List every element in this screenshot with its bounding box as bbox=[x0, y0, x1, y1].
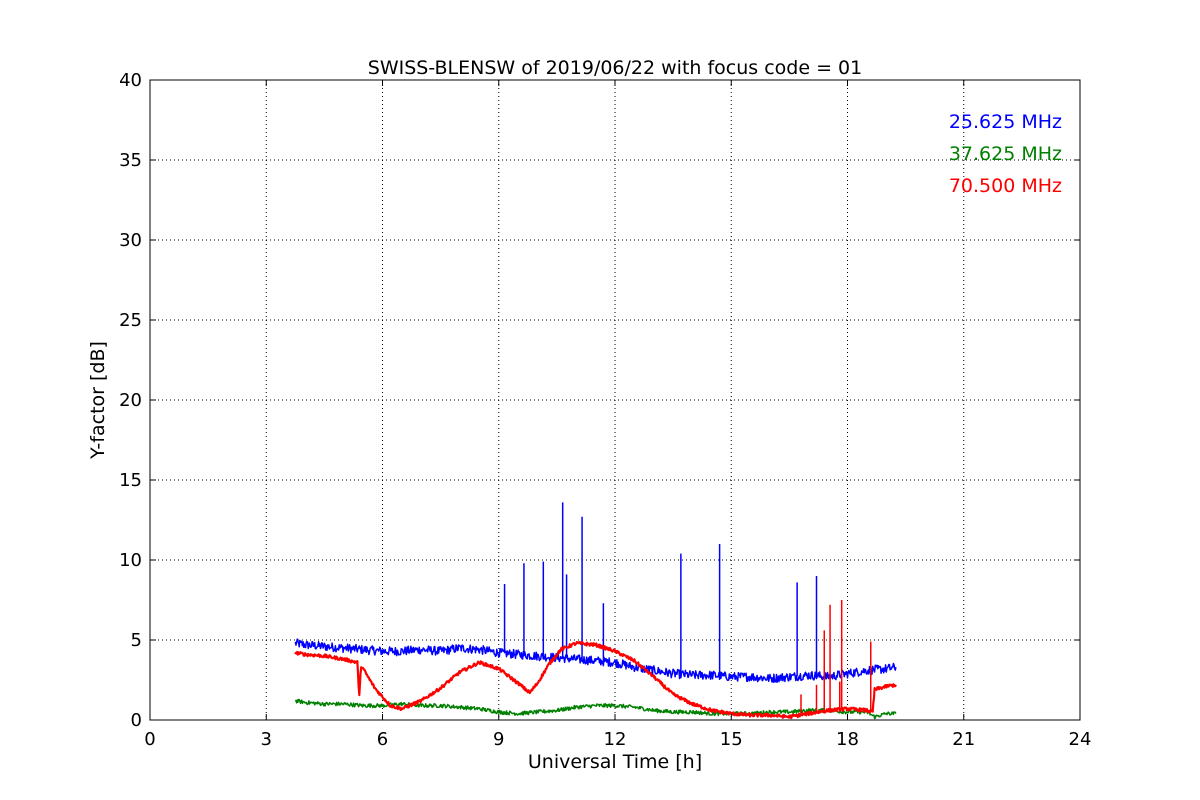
chart-title: SWISS-BLENSW of 2019/06/22 with focus co… bbox=[368, 57, 862, 79]
y-tick-label: 10 bbox=[119, 550, 142, 571]
x-tick-label: 3 bbox=[261, 729, 272, 750]
y-tick-label: 15 bbox=[119, 470, 142, 491]
legend: 25.625 MHz 37.625 MHz 70.500 MHz bbox=[949, 111, 1062, 197]
x-axis-title: Universal Time [h] bbox=[528, 751, 702, 773]
x-tick-label: 6 bbox=[377, 729, 388, 750]
legend-entry: 25.625 MHz bbox=[949, 111, 1062, 133]
x-tick-label: 0 bbox=[144, 729, 155, 750]
y-tick-label: 35 bbox=[119, 150, 142, 171]
x-tick-label: 15 bbox=[720, 729, 743, 750]
series-line bbox=[294, 638, 897, 684]
series-25-625-mhz bbox=[294, 502, 897, 684]
x-tick-label: 21 bbox=[952, 729, 975, 750]
x-tick-label: 18 bbox=[836, 729, 859, 750]
series-line bbox=[294, 698, 897, 720]
y-tick-label: 5 bbox=[131, 630, 142, 651]
series-70-500-mhz bbox=[294, 600, 897, 720]
series-layer bbox=[294, 502, 897, 720]
x-tick-label: 12 bbox=[604, 729, 627, 750]
y-tick-label: 20 bbox=[119, 390, 142, 411]
y-tick-label: 30 bbox=[119, 230, 142, 251]
ticks: 0 3 6 9 12 15 18 21 24 0 5 10 15 20 25 30 35 40 bbox=[119, 70, 1091, 750]
grid bbox=[150, 80, 1080, 720]
x-tick-label: 24 bbox=[1069, 729, 1092, 750]
x-tick-label: 9 bbox=[493, 729, 504, 750]
series-line bbox=[294, 640, 897, 720]
series-37-625-mhz bbox=[294, 698, 897, 720]
legend-entry: 70.500 MHz bbox=[949, 175, 1062, 197]
y-tick-label: 40 bbox=[119, 70, 142, 91]
y-tick-label: 25 bbox=[119, 310, 142, 331]
y-axis-title: Y-factor [dB] bbox=[87, 341, 109, 460]
legend-entry: 37.625 MHz bbox=[949, 143, 1062, 165]
y-tick-label: 0 bbox=[131, 710, 142, 731]
